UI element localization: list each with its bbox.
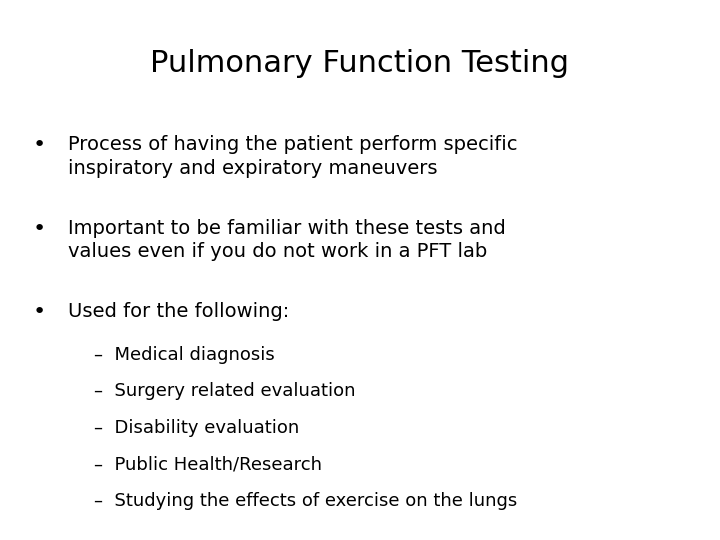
Text: –  Medical diagnosis: – Medical diagnosis [94,346,274,363]
Text: •: • [33,135,46,155]
Text: •: • [33,302,46,322]
Text: –  Public Health/Research: – Public Health/Research [94,456,322,474]
Text: Pulmonary Function Testing: Pulmonary Function Testing [150,49,570,78]
Text: Used for the following:: Used for the following: [68,302,289,321]
Text: –  Surgery related evaluation: – Surgery related evaluation [94,382,355,400]
Text: •: • [33,219,46,239]
Text: –  Studying the effects of exercise on the lungs: – Studying the effects of exercise on th… [94,492,517,510]
Text: –  Disability evaluation: – Disability evaluation [94,419,299,437]
Text: Process of having the patient perform specific
inspiratory and expiratory maneuv: Process of having the patient perform sp… [68,135,518,178]
Text: Important to be familiar with these tests and
values even if you do not work in : Important to be familiar with these test… [68,219,506,261]
